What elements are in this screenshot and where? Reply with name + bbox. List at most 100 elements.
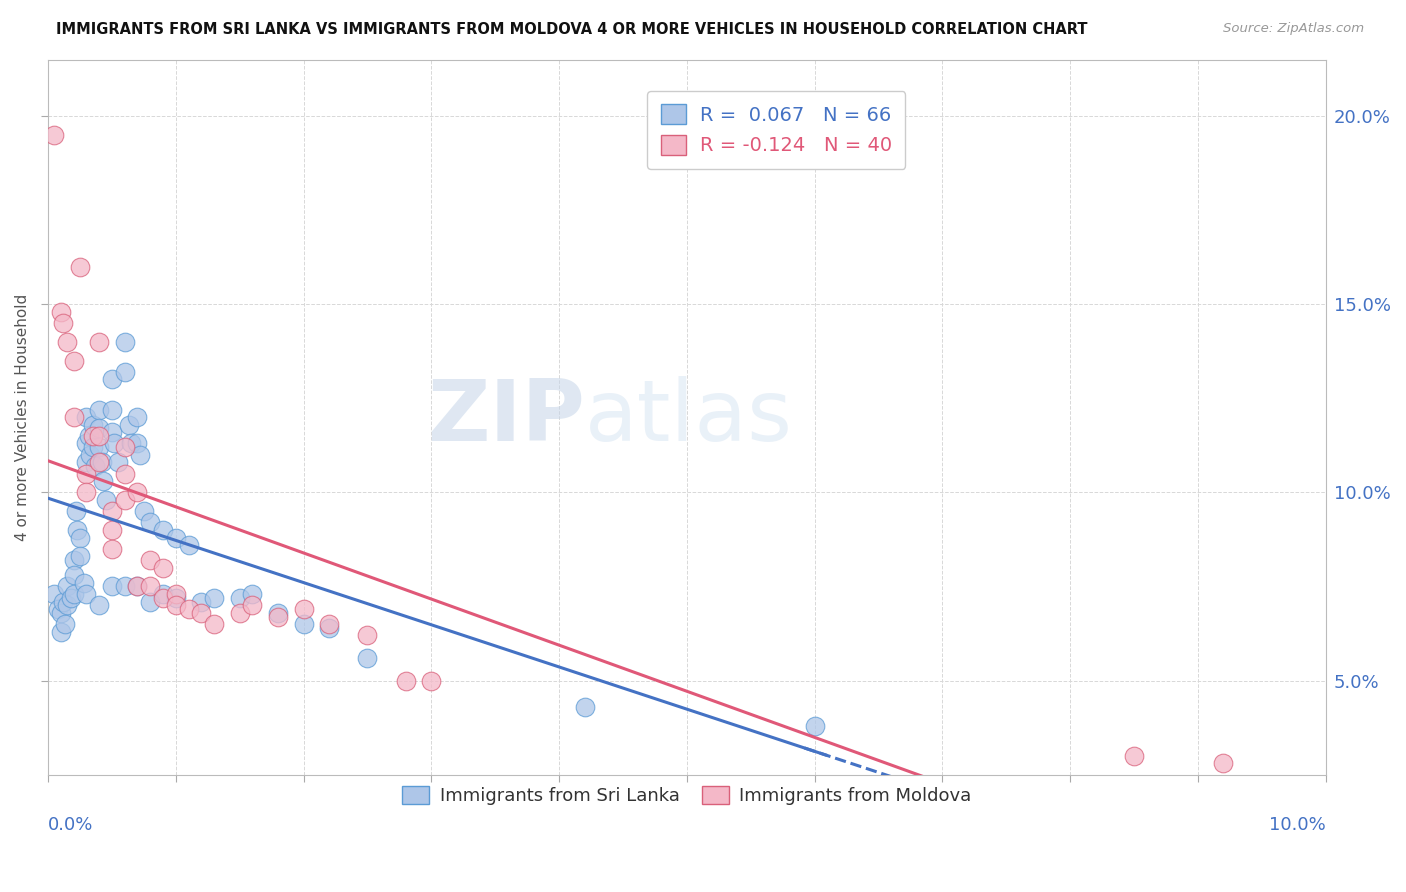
Point	[89, 402, 111, 417]
Point	[267, 606, 290, 620]
Point	[62, 587, 84, 601]
Point	[101, 541, 124, 556]
Point	[114, 579, 136, 593]
Point	[101, 579, 124, 593]
Point	[139, 553, 162, 567]
Point	[75, 587, 97, 601]
Point	[75, 485, 97, 500]
Point	[56, 334, 79, 349]
Point	[69, 549, 91, 564]
Point	[114, 467, 136, 481]
Point	[77, 429, 100, 443]
Point	[62, 568, 84, 582]
Point	[318, 621, 340, 635]
Point	[114, 365, 136, 379]
Point	[69, 260, 91, 274]
Point	[49, 304, 72, 318]
Text: 0.0%: 0.0%	[48, 816, 93, 834]
Point	[75, 410, 97, 425]
Point	[44, 128, 66, 142]
Point	[318, 617, 340, 632]
Text: atlas: atlas	[585, 376, 793, 458]
Legend: Immigrants from Sri Lanka, Immigrants from Moldova: Immigrants from Sri Lanka, Immigrants fr…	[395, 779, 979, 812]
Point	[82, 417, 104, 432]
Point	[152, 587, 174, 601]
Point	[62, 553, 84, 567]
Text: 10.0%: 10.0%	[1270, 816, 1326, 834]
Point	[101, 425, 124, 439]
Point	[73, 575, 96, 590]
Point	[114, 440, 136, 454]
Point	[82, 429, 104, 443]
Point	[139, 594, 162, 608]
Point	[94, 492, 117, 507]
Point	[56, 599, 79, 613]
Point	[132, 504, 155, 518]
Point	[127, 579, 149, 593]
Point	[803, 719, 825, 733]
Point	[127, 579, 149, 593]
Point	[49, 624, 72, 639]
Point	[89, 455, 111, 469]
Point	[107, 455, 129, 469]
Point	[165, 531, 187, 545]
Point	[91, 474, 114, 488]
Point	[103, 436, 125, 450]
Point	[228, 591, 250, 605]
Point	[101, 402, 124, 417]
Point	[177, 602, 200, 616]
Point	[1123, 748, 1146, 763]
Point	[129, 448, 152, 462]
Point	[165, 591, 187, 605]
Point	[53, 617, 76, 632]
Point	[267, 609, 290, 624]
Point	[356, 651, 378, 665]
Point	[101, 504, 124, 518]
Point	[292, 617, 315, 632]
Point	[117, 417, 139, 432]
Point	[139, 516, 162, 530]
Point	[165, 587, 187, 601]
Point	[89, 421, 111, 435]
Point	[52, 594, 75, 608]
Point	[165, 599, 187, 613]
Point	[44, 587, 66, 601]
Point	[56, 579, 79, 593]
Point	[574, 699, 596, 714]
Point	[101, 523, 124, 537]
Point	[152, 591, 174, 605]
Text: ZIP: ZIP	[427, 376, 585, 458]
Point	[75, 436, 97, 450]
Point	[69, 531, 91, 545]
Point	[89, 334, 111, 349]
Point	[242, 587, 264, 601]
Point	[46, 602, 69, 616]
Point	[89, 429, 111, 443]
Point	[190, 606, 212, 620]
Point	[202, 617, 225, 632]
Point	[395, 673, 418, 688]
Point	[75, 467, 97, 481]
Point	[75, 455, 97, 469]
Point	[152, 560, 174, 574]
Point	[101, 372, 124, 386]
Point	[190, 594, 212, 608]
Point	[127, 485, 149, 500]
Point	[79, 448, 101, 462]
Point	[89, 440, 111, 454]
Point	[177, 538, 200, 552]
Point	[49, 606, 72, 620]
Point	[120, 436, 142, 450]
Point	[356, 628, 378, 642]
Point	[1212, 756, 1234, 771]
Text: Source: ZipAtlas.com: Source: ZipAtlas.com	[1223, 22, 1364, 36]
Point	[420, 673, 443, 688]
Point	[52, 316, 75, 330]
Point	[139, 579, 162, 593]
Y-axis label: 4 or more Vehicles in Household: 4 or more Vehicles in Household	[15, 293, 30, 541]
Point	[90, 455, 112, 469]
Point	[89, 599, 111, 613]
Point	[292, 602, 315, 616]
Point	[127, 410, 149, 425]
Point	[202, 591, 225, 605]
